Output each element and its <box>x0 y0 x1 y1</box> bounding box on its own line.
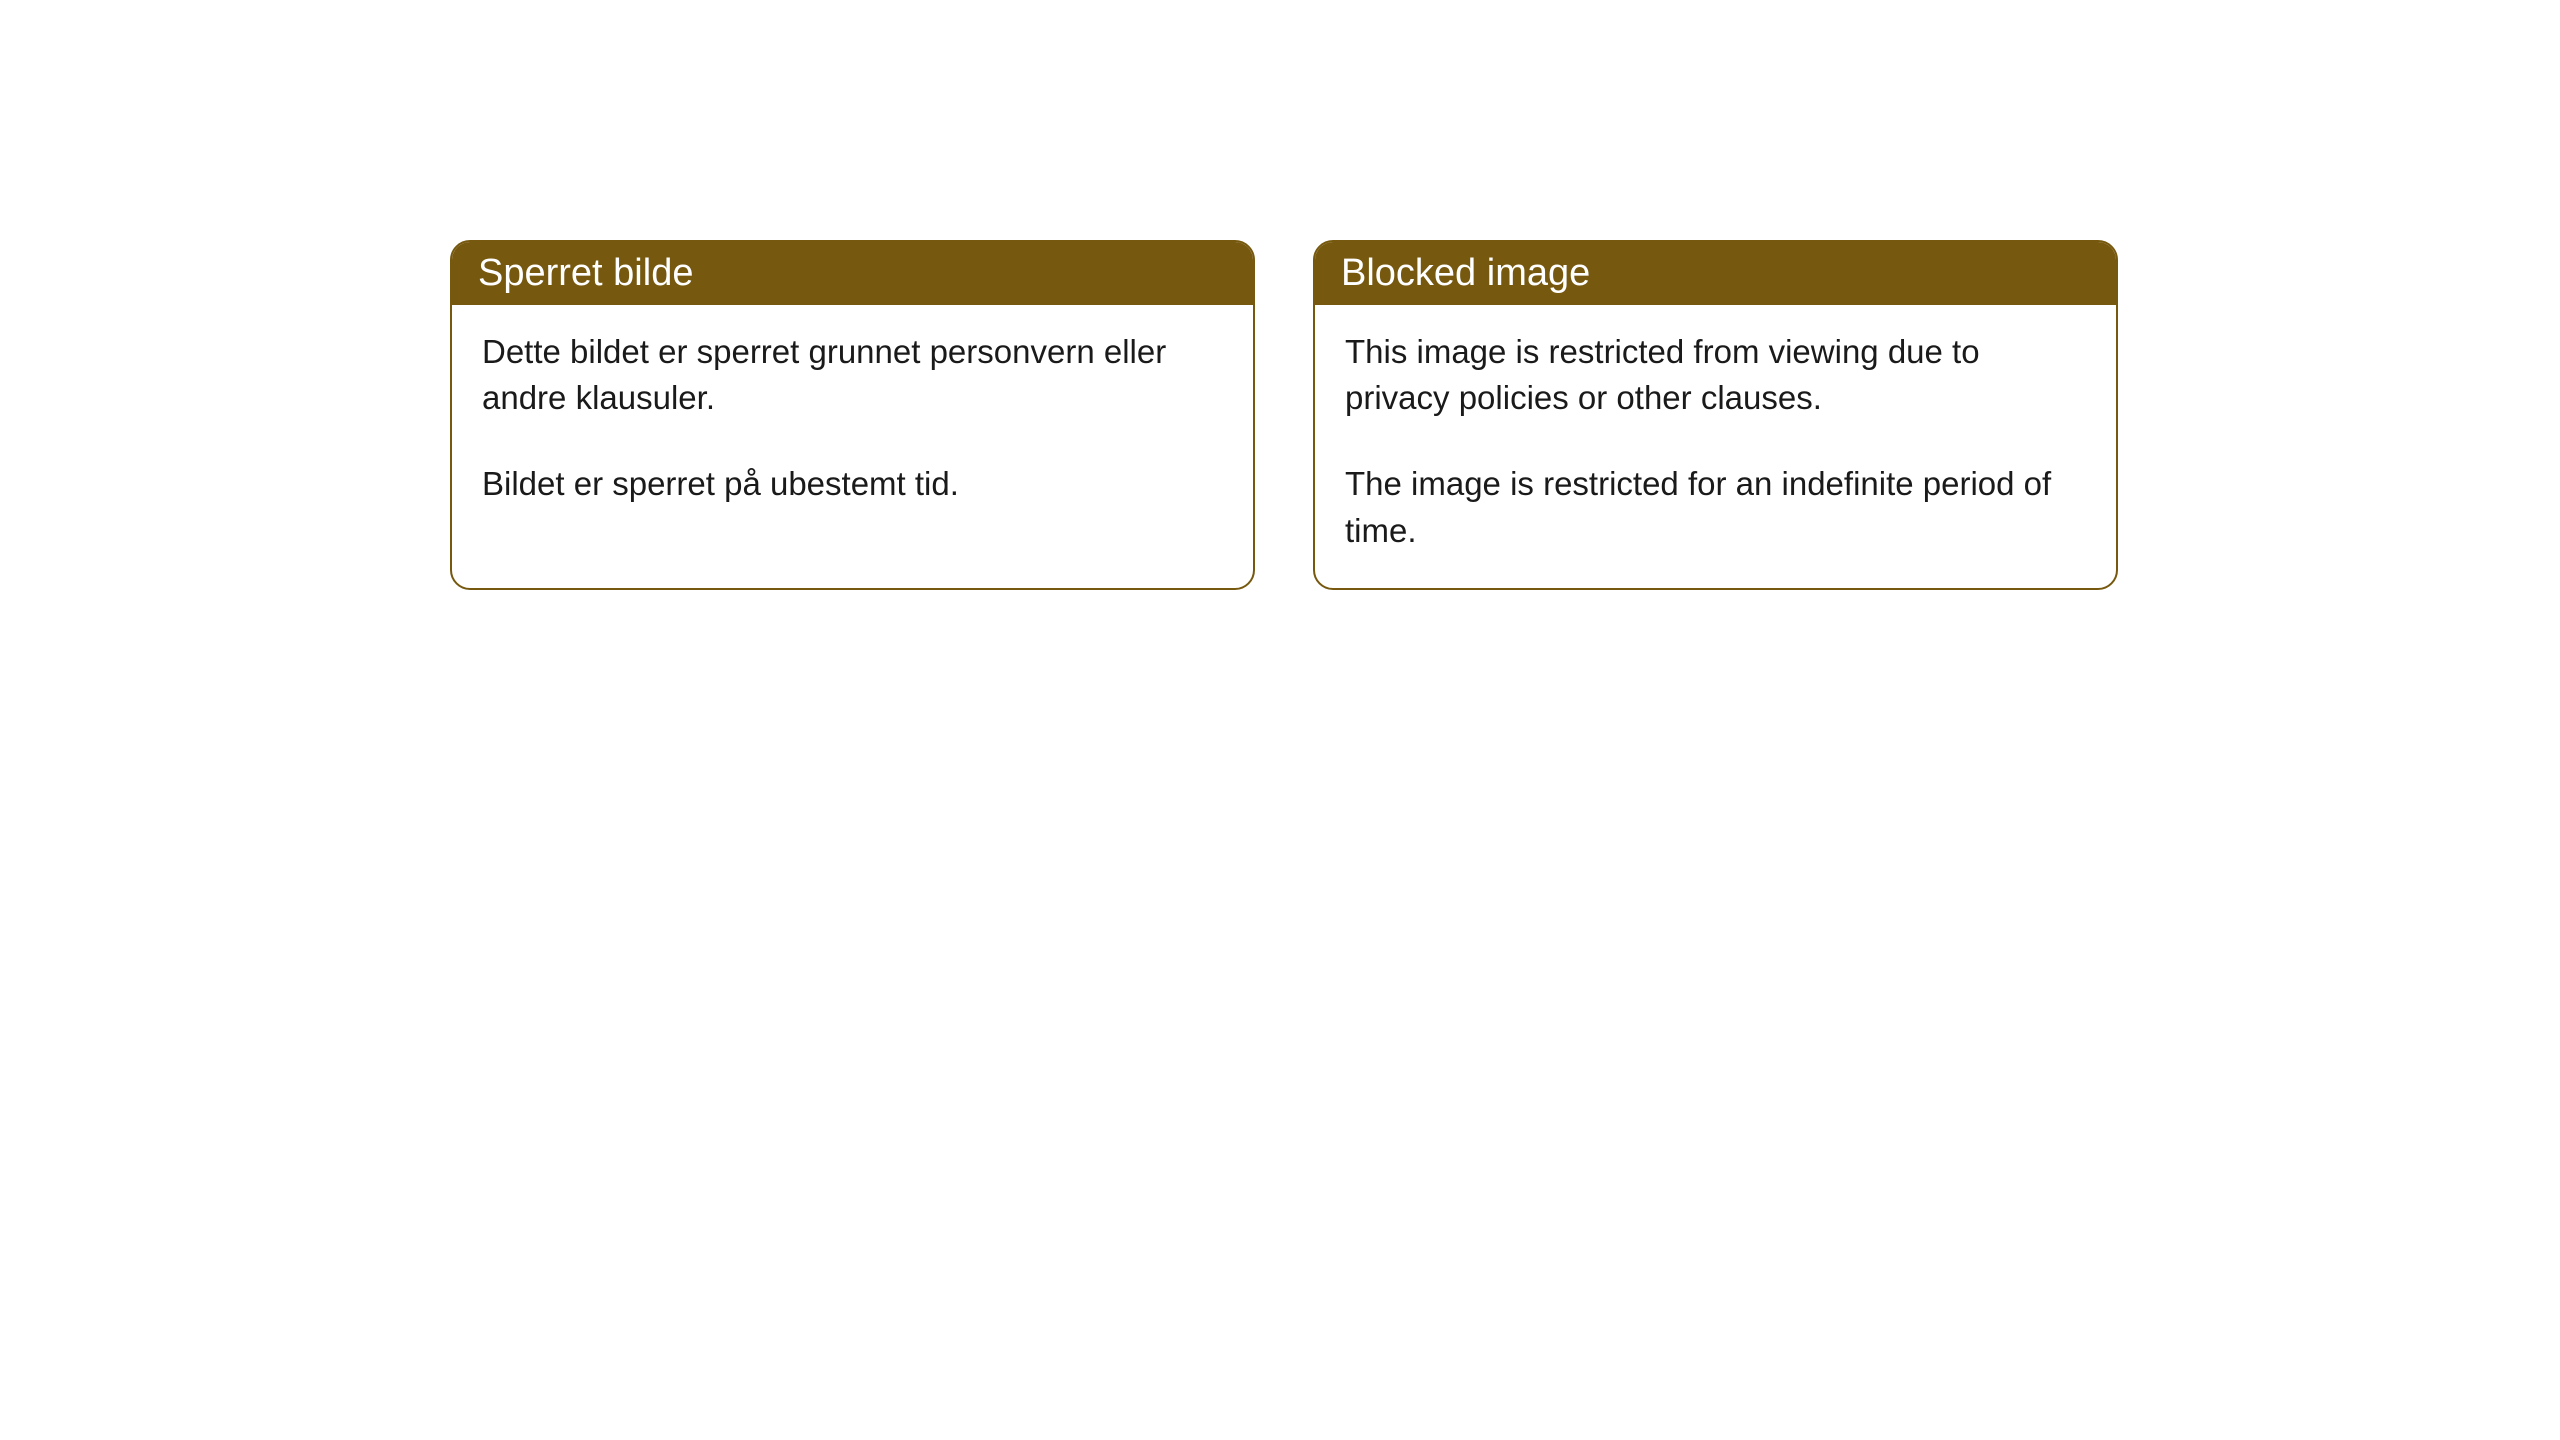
card-body-norwegian: Dette bildet er sperret grunnet personve… <box>452 305 1253 542</box>
notice-card-norwegian: Sperret bilde Dette bildet er sperret gr… <box>450 240 1255 590</box>
card-paragraph: The image is restricted for an indefinit… <box>1345 461 2086 553</box>
notice-cards-container: Sperret bilde Dette bildet er sperret gr… <box>450 240 2560 590</box>
card-paragraph: Bildet er sperret på ubestemt tid. <box>482 461 1223 507</box>
card-header-english: Blocked image <box>1315 242 2116 305</box>
card-paragraph: Dette bildet er sperret grunnet personve… <box>482 329 1223 421</box>
card-title: Blocked image <box>1341 252 1590 294</box>
card-body-english: This image is restricted from viewing du… <box>1315 305 2116 588</box>
card-header-norwegian: Sperret bilde <box>452 242 1253 305</box>
card-title: Sperret bilde <box>478 252 693 294</box>
notice-card-english: Blocked image This image is restricted f… <box>1313 240 2118 590</box>
card-paragraph: This image is restricted from viewing du… <box>1345 329 2086 421</box>
